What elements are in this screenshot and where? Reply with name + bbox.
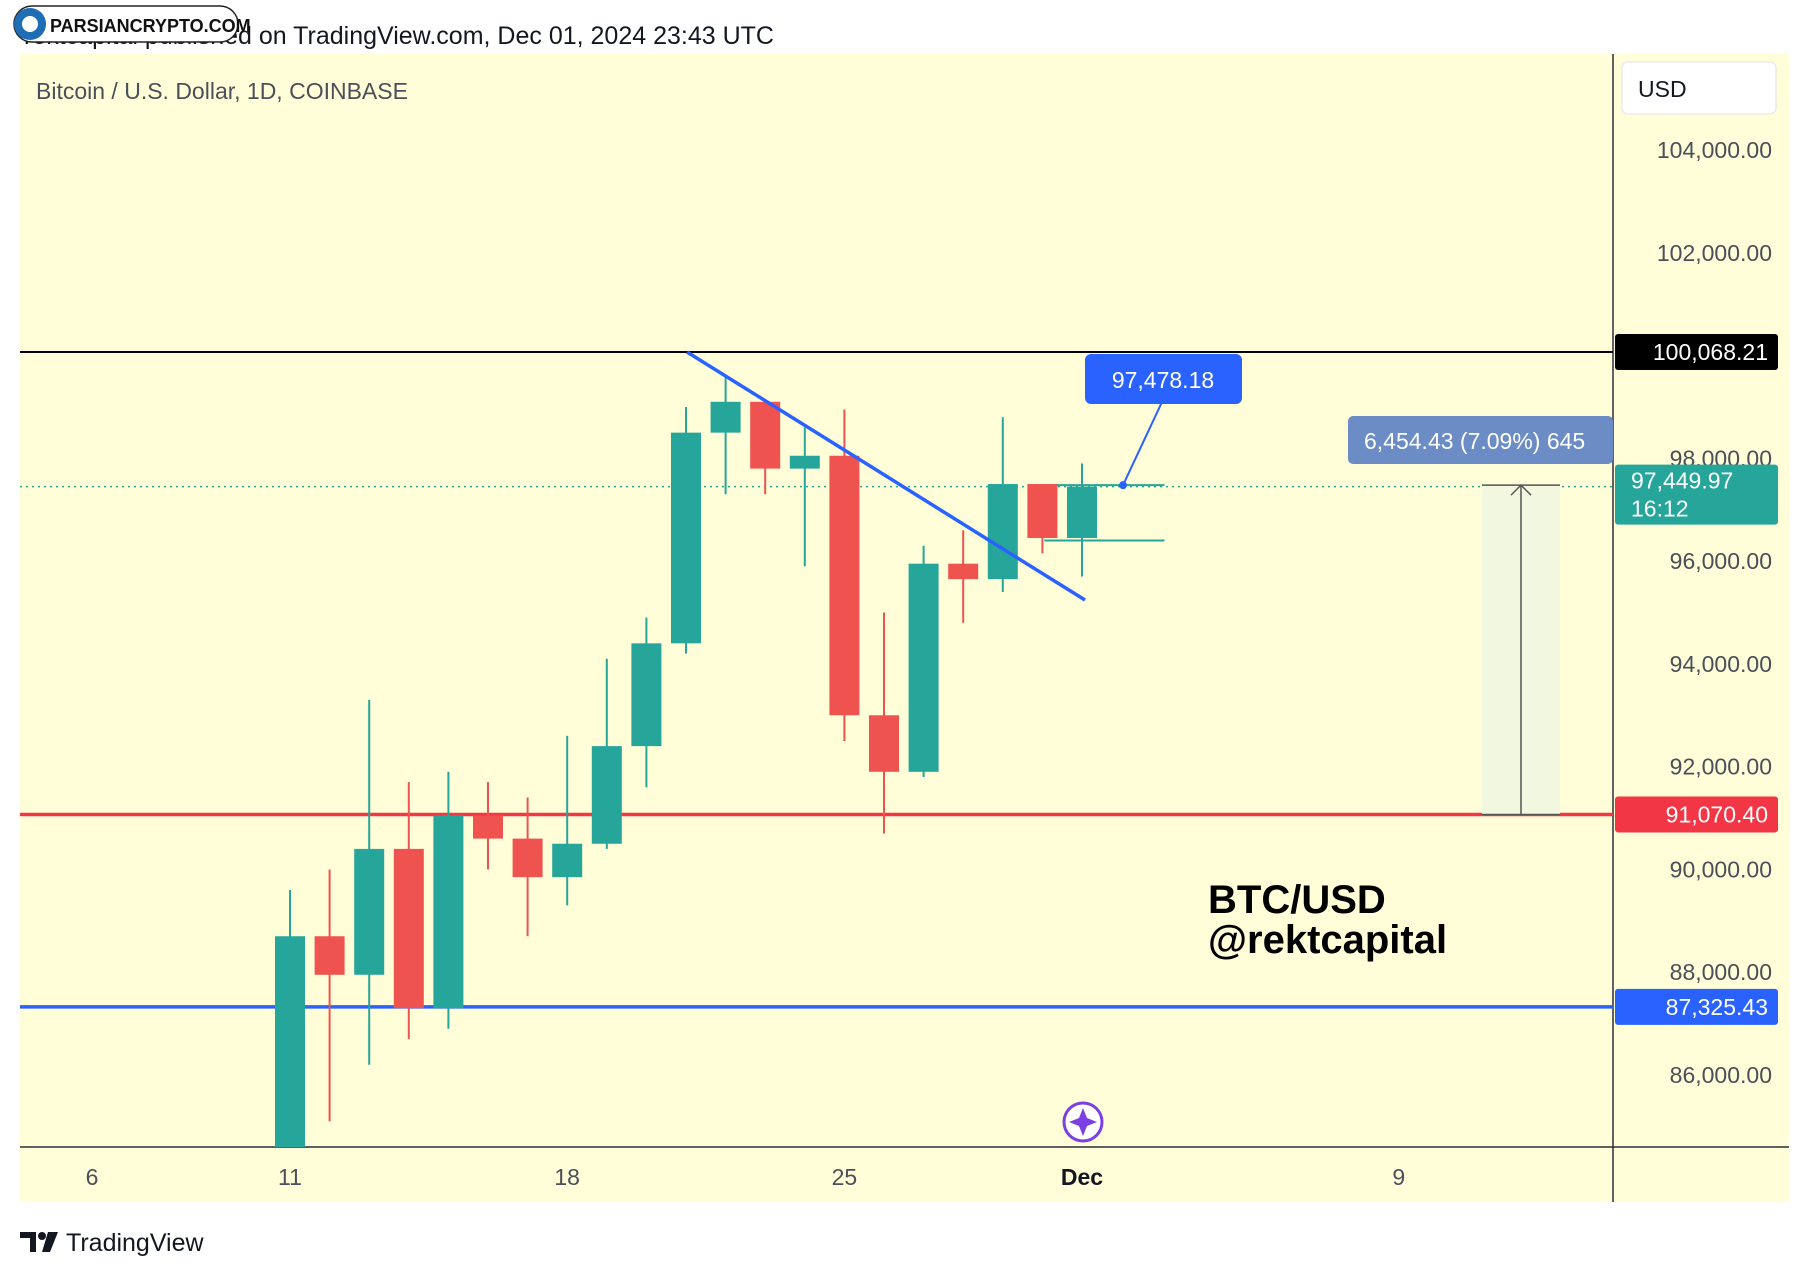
candles [275, 376, 1097, 1147]
candle-body [671, 432, 701, 644]
symbol-title: Bitcoin / U.S. Dollar, 1D, COINBASE [36, 78, 408, 104]
trendline-line [686, 350, 1086, 602]
callout-anchor [1119, 481, 1127, 490]
candle-body [591, 746, 622, 844]
watermark-text: PARSIANCRYPTO.COM [50, 16, 251, 36]
callout-value: 97,478.18 [1112, 367, 1214, 393]
candle-body [512, 838, 543, 878]
price-badge [1615, 334, 1778, 371]
y-tick-label: 94,000.00 [1670, 651, 1772, 677]
candle-body [710, 401, 741, 433]
price-badge [1615, 796, 1778, 833]
measure-arrow-head [1510, 484, 1532, 496]
tradingview-logo: TradingView [20, 1229, 205, 1257]
price-badge-label: 87,325.43 [1666, 994, 1768, 1020]
candle-body [433, 815, 464, 1009]
footer-brand: TradingView [66, 1229, 205, 1257]
x-tick-label: 25 [832, 1164, 858, 1190]
candle-body [552, 843, 583, 878]
y-tick-labels: 86,000.00 88,000.00 90,000.00 92,000.00 94,0… [1657, 137, 1772, 1088]
last-price-label: 97,449.97 [1631, 468, 1733, 494]
candle-body [948, 563, 979, 580]
y-tick-label: 104,000.00 [1657, 137, 1772, 163]
y-tick-label: 92,000.00 [1670, 754, 1772, 780]
last-price-badge [1615, 464, 1778, 525]
annotation-line1: BTC/USD [1208, 878, 1386, 922]
tradingview-logo-icon [20, 1232, 36, 1252]
x-tick-label: 11 [278, 1164, 302, 1190]
candle-body [987, 484, 1018, 580]
watermark-badge: PARSIANCRYPTO.COM [13, 5, 251, 43]
measure-label-box [1348, 416, 1613, 464]
price-badge-label: 100,068.21 [1653, 339, 1768, 365]
plot-area[interactable] [20, 54, 1613, 1147]
measure-tool: 6,454.43 (7.09%) 645 [1348, 416, 1613, 816]
annotation-line2: @rektcapital [1208, 918, 1447, 962]
x-tick-label: Dec [1061, 1164, 1103, 1190]
candle-body [473, 815, 503, 839]
time-axis[interactable] [20, 1147, 1613, 1202]
range-box [1044, 484, 1165, 542]
y-tick-label: 86,000.00 [1670, 1062, 1772, 1088]
callout-box [1085, 354, 1242, 404]
candle-body [1027, 484, 1058, 538]
currency-button[interactable]: USD [1621, 61, 1777, 115]
countdown-label: 16:12 [1631, 496, 1689, 522]
candle-body [869, 715, 899, 772]
price-badge-label: 91,070.40 [1666, 801, 1768, 827]
candle-body [789, 455, 820, 469]
candle-body [1067, 486, 1097, 538]
price-scale[interactable] [1613, 54, 1789, 1202]
target-callout: 97,478.18 [1085, 354, 1242, 490]
y-tick-label: 96,000.00 [1670, 548, 1772, 574]
x-tick-label: 18 [554, 1164, 580, 1190]
y-tick-label: 88,000.00 [1670, 959, 1772, 985]
trendline [686, 350, 1086, 602]
y-tick-label: 102,000.00 [1657, 240, 1772, 266]
candle-body [354, 848, 385, 975]
measure-label: 6,454.43 (7.09%) 645 [1364, 428, 1585, 454]
candle-body [750, 401, 781, 469]
candle-body [275, 936, 305, 1147]
price-badge [1615, 988, 1778, 1025]
price-badges: 100,068.21 91,070.40 87,325.43 97,449.9716:… [1615, 334, 1778, 1025]
candle-body [631, 643, 662, 747]
x-tick-labels: 6 11 18 25 Dec 9 [86, 1164, 1406, 1190]
candle-body [314, 936, 345, 975]
currency-label: USD [1638, 76, 1687, 102]
candle-body [829, 455, 860, 716]
candle-body [393, 848, 424, 1009]
x-tick-label: 9 [1392, 1164, 1405, 1190]
x-tick-label: 6 [86, 1164, 99, 1190]
sparkle-icon[interactable] [1062, 1101, 1104, 1143]
candle-body [908, 563, 939, 772]
y-tick-label: 90,000.00 [1670, 856, 1772, 882]
callout-leader [1122, 401, 1163, 486]
